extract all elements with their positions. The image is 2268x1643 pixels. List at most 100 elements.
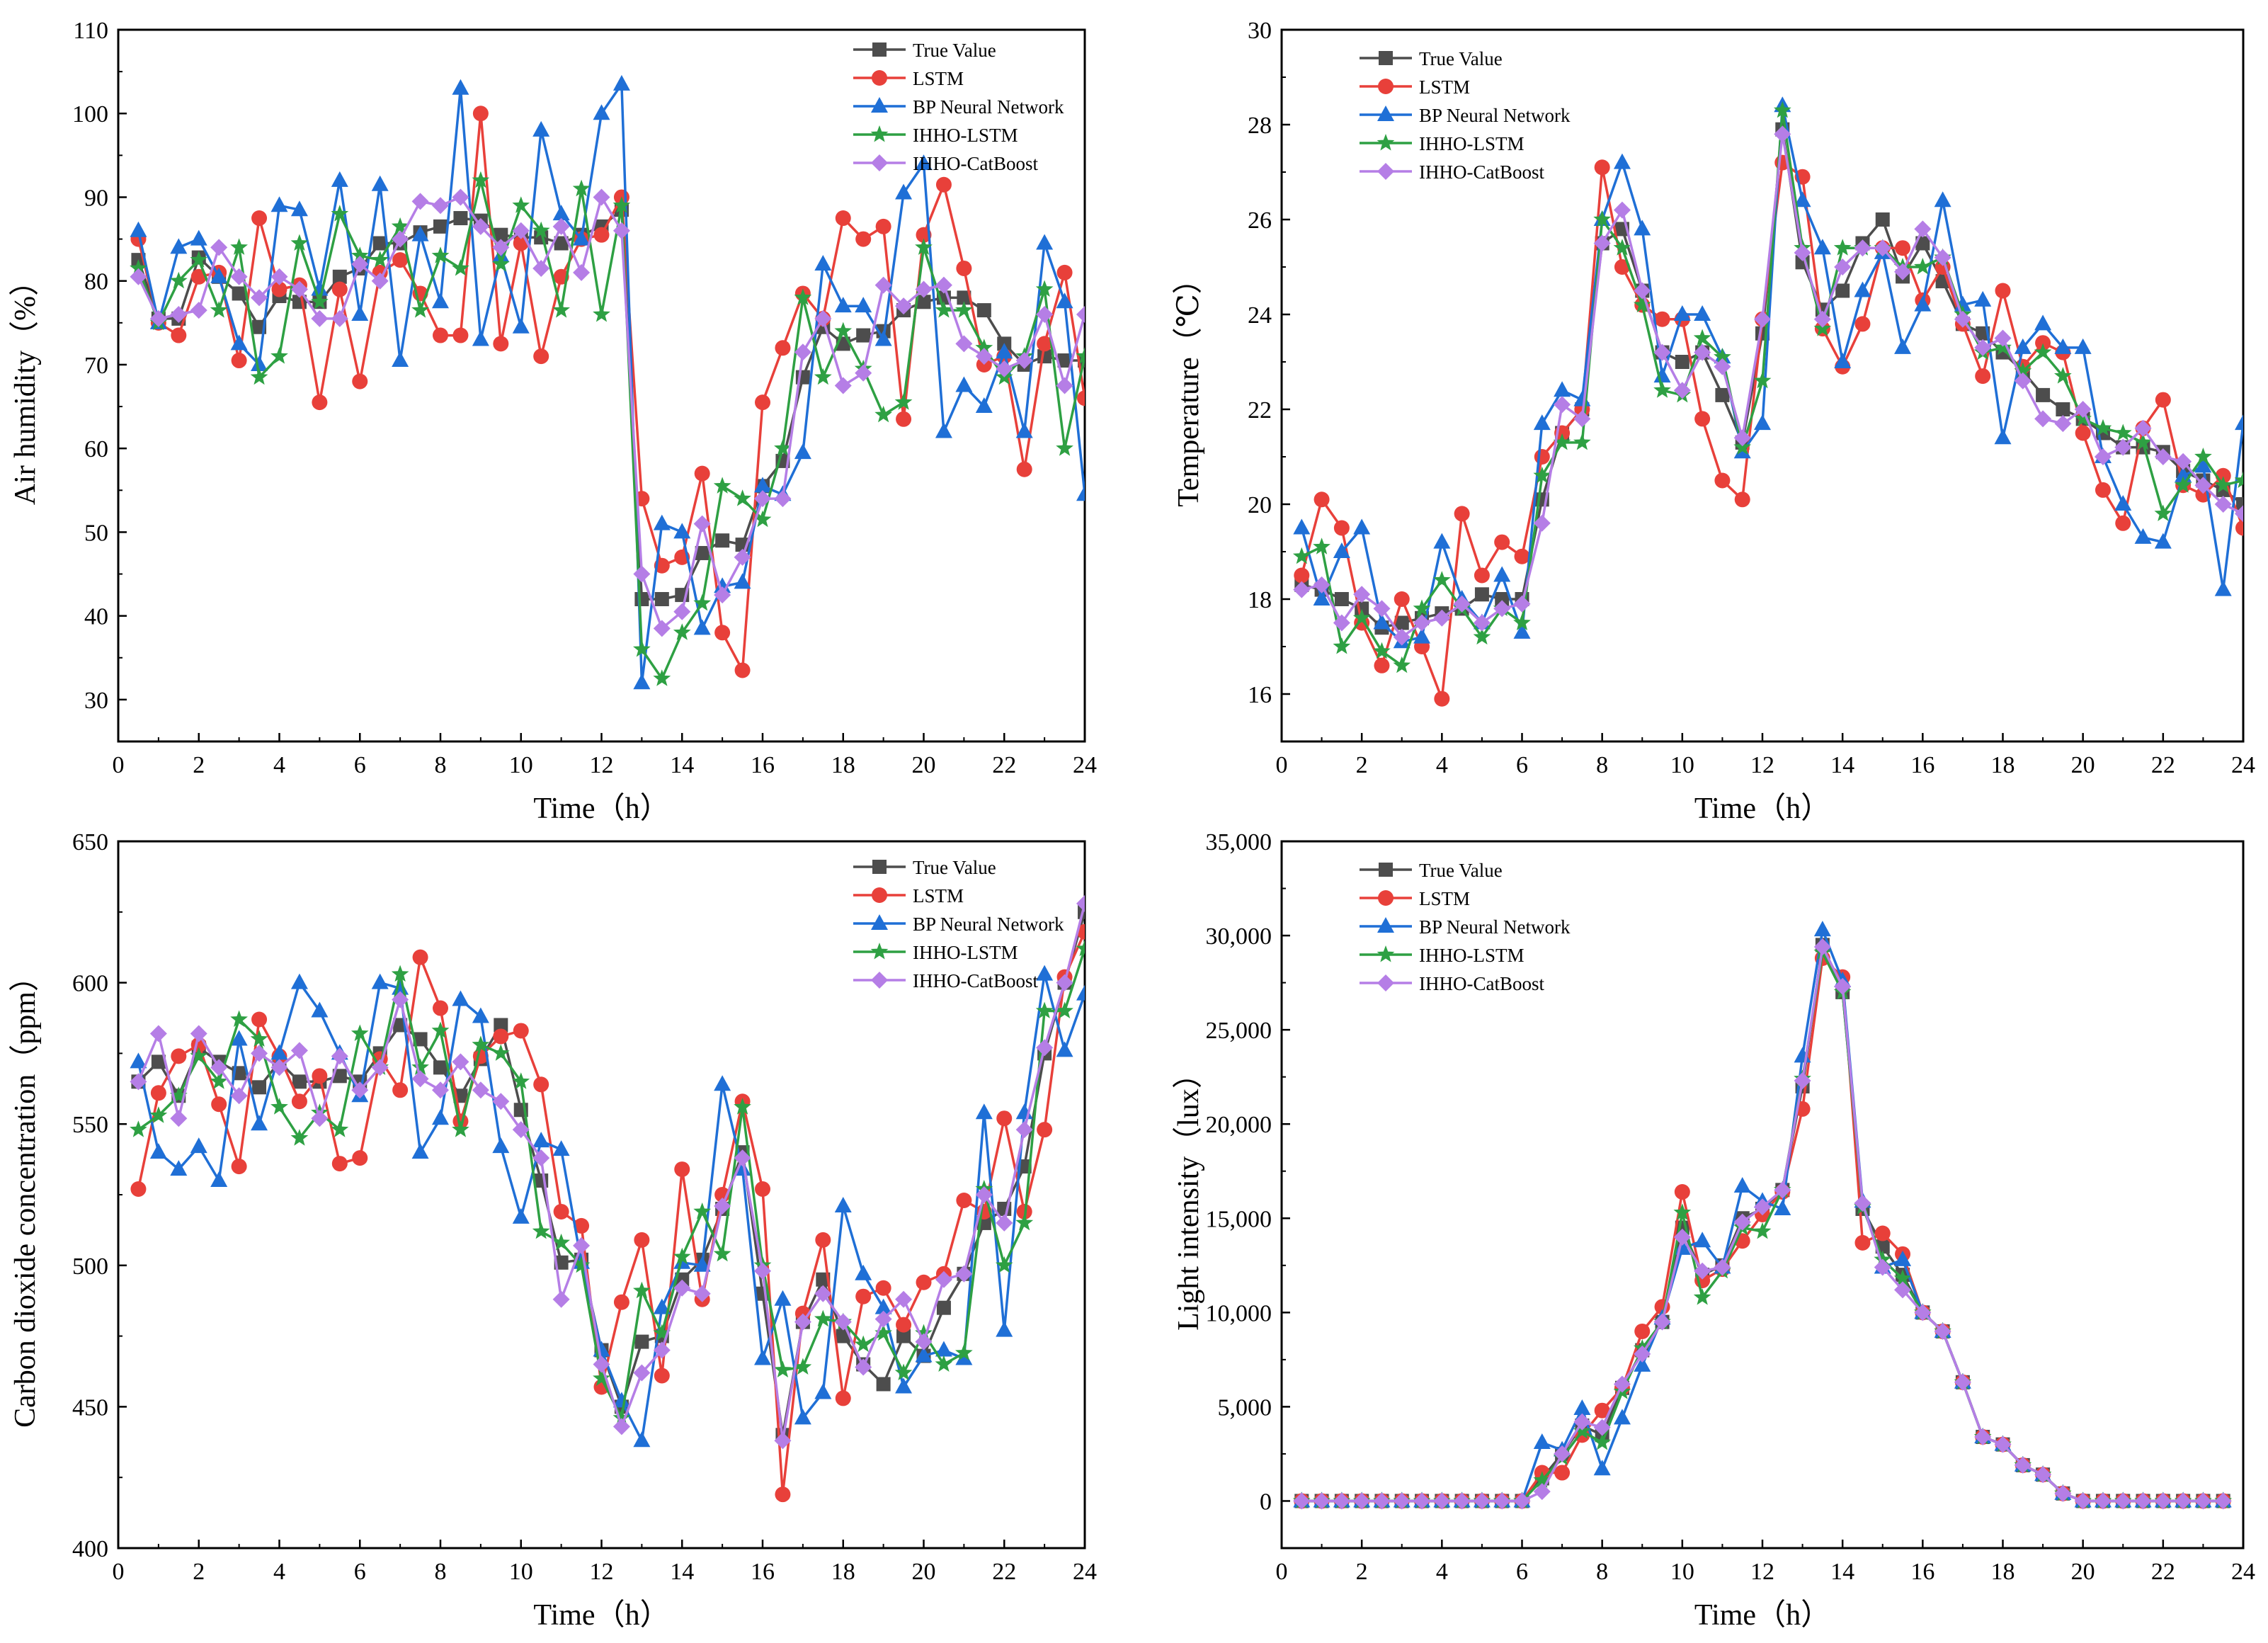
data-point-ihho-catboost xyxy=(1533,1483,1551,1501)
data-point-lstm xyxy=(755,1181,770,1198)
data-point-ihho-lstm xyxy=(1056,439,1073,456)
data-point-ihho-catboost xyxy=(1433,609,1451,627)
data-point-ihho-catboost xyxy=(1036,1039,1054,1057)
data-point-bp-neural-network xyxy=(2114,495,2132,511)
data-point-ihho-lstm xyxy=(975,339,993,356)
x-tick-label: 18 xyxy=(831,752,855,778)
data-point-ihho-catboost xyxy=(1453,1492,1471,1510)
y-tick-label: 100 xyxy=(72,101,108,127)
data-point-lstm xyxy=(2155,392,2171,408)
data-point-ihho-catboost xyxy=(251,1045,268,1062)
x-tick-label: 14 xyxy=(670,752,694,778)
data-point-lstm xyxy=(1474,567,1490,584)
data-point-bp-neural-network xyxy=(270,196,288,212)
data-point-ihho-catboost xyxy=(251,289,268,307)
data-point-lstm xyxy=(2075,425,2091,441)
data-point-ihho-catboost xyxy=(492,239,510,256)
data-point-lstm xyxy=(674,1161,690,1178)
data-point-ihho-lstm xyxy=(1413,599,1431,616)
data-point-lstm xyxy=(775,340,791,356)
data-point-bp-neural-network xyxy=(2235,414,2243,431)
data-point-ihho-lstm xyxy=(1653,381,1671,398)
data-point-ihho-lstm xyxy=(814,368,832,385)
data-point-ihho-catboost xyxy=(714,586,731,604)
data-point-bp-neural-network xyxy=(251,355,268,371)
x-tick-label: 20 xyxy=(2071,1559,2095,1585)
data-point-ihho-lstm xyxy=(1573,1422,1591,1439)
data-point-ihho-catboost xyxy=(2094,1492,2112,1510)
data-point-bp-neural-network xyxy=(190,229,207,246)
data-point-ihho-lstm xyxy=(210,301,228,318)
data-point-ihho-catboost xyxy=(1353,1492,1371,1510)
data-point-ihho-catboost xyxy=(1714,1258,1731,1276)
data-point-ihho-catboost xyxy=(552,1290,570,1308)
data-point-ihho-lstm xyxy=(713,477,731,494)
data-point-ihho-catboost xyxy=(734,1149,751,1167)
series-ihho-catboost xyxy=(1293,125,2243,646)
panel-temperature: 0 2 4 6 8 10 12 14 16 18 20 22 241618202224262830Tim… xyxy=(1173,18,2255,825)
y-tick-label: 16 xyxy=(1248,682,1272,708)
data-point-ihho-lstm xyxy=(734,489,751,506)
data-point-bp-neural-network xyxy=(552,205,570,221)
data-point-ihho-catboost xyxy=(612,222,630,239)
data-point-ihho-catboost xyxy=(1813,938,1831,956)
legend: True Value LSTM BP Neural Network IHHO-LSTM… xyxy=(853,857,1064,991)
data-point-ihho-catboost xyxy=(472,1081,489,1099)
data-point-ihho-lstm xyxy=(2074,409,2092,426)
data-point-ihho-lstm xyxy=(452,1120,469,1137)
data-point-ihho-catboost xyxy=(1894,263,1912,280)
data-point-lstm xyxy=(1674,1184,1690,1200)
data-point-ihho-catboost xyxy=(1874,1258,1891,1276)
data-point-bp-neural-network xyxy=(1373,613,1391,630)
data-point-ihho-catboost xyxy=(955,335,973,353)
series-bp-neural-network xyxy=(130,965,1085,1448)
data-point-ihho-lstm xyxy=(814,1309,832,1327)
x-tick-label: 8 xyxy=(1596,1559,1608,1585)
legend-item-bp-neural-network: BP Neural Network xyxy=(1360,916,1571,938)
data-point-ihho-catboost xyxy=(1974,339,1992,356)
data-point-lstm xyxy=(271,281,287,297)
legend-marker xyxy=(1377,134,1395,151)
data-point-bp-neural-network xyxy=(2034,314,2052,331)
data-point-true-value xyxy=(332,1069,347,1084)
data-point-bp-neural-network xyxy=(190,1137,207,1154)
data-point-bp-neural-network xyxy=(754,1349,771,1365)
data-point-ihho-catboost xyxy=(1694,343,1711,361)
data-point-ihho-lstm xyxy=(169,271,188,289)
data-point-ihho-catboost xyxy=(1613,1375,1631,1393)
data-point-ihho-catboost xyxy=(2094,448,2112,465)
data-point-bp-neural-network xyxy=(472,330,489,346)
legend-label: LSTM xyxy=(913,885,964,906)
x-tick-label: 22 xyxy=(2151,1559,2175,1585)
data-point-ihho-catboost xyxy=(1573,410,1591,428)
data-point-ihho-lstm xyxy=(1753,1222,1772,1239)
data-point-bp-neural-network xyxy=(955,1349,973,1365)
x-tick-label: 10 xyxy=(509,1559,533,1585)
data-point-ihho-catboost xyxy=(552,217,570,235)
data-point-true-value xyxy=(1875,212,1890,227)
data-point-ihho-catboost xyxy=(2175,453,2192,470)
data-point-ihho-catboost xyxy=(210,1059,228,1076)
data-point-ihho-lstm xyxy=(1833,239,1852,256)
x-tick-label: 10 xyxy=(1670,752,1694,778)
data-point-ihho-catboost xyxy=(734,548,751,566)
data-point-ihho-catboost xyxy=(794,1313,811,1331)
data-point-bp-neural-network xyxy=(130,221,147,237)
data-point-ihho-lstm xyxy=(230,1010,248,1027)
x-tick-label: 16 xyxy=(1910,752,1934,778)
y-tick-label: 35,000 xyxy=(1206,829,1272,855)
x-tick-label: 20 xyxy=(912,752,936,778)
data-point-ihho-lstm xyxy=(713,1244,731,1262)
y-tick-label: 30 xyxy=(1248,18,1272,44)
data-point-ihho-lstm xyxy=(230,238,248,255)
data-point-ihho-catboost xyxy=(130,268,147,285)
data-point-true-value xyxy=(1915,236,1930,251)
data-point-ihho-catboost xyxy=(230,268,248,285)
data-point-bp-neural-network xyxy=(653,1298,671,1314)
data-point-ihho-catboost xyxy=(1914,220,1932,238)
data-point-ihho-catboost xyxy=(573,263,591,281)
data-point-ihho-lstm xyxy=(2194,448,2212,465)
data-point-ihho-catboost xyxy=(270,268,288,285)
data-point-bp-neural-network xyxy=(996,1321,1013,1337)
